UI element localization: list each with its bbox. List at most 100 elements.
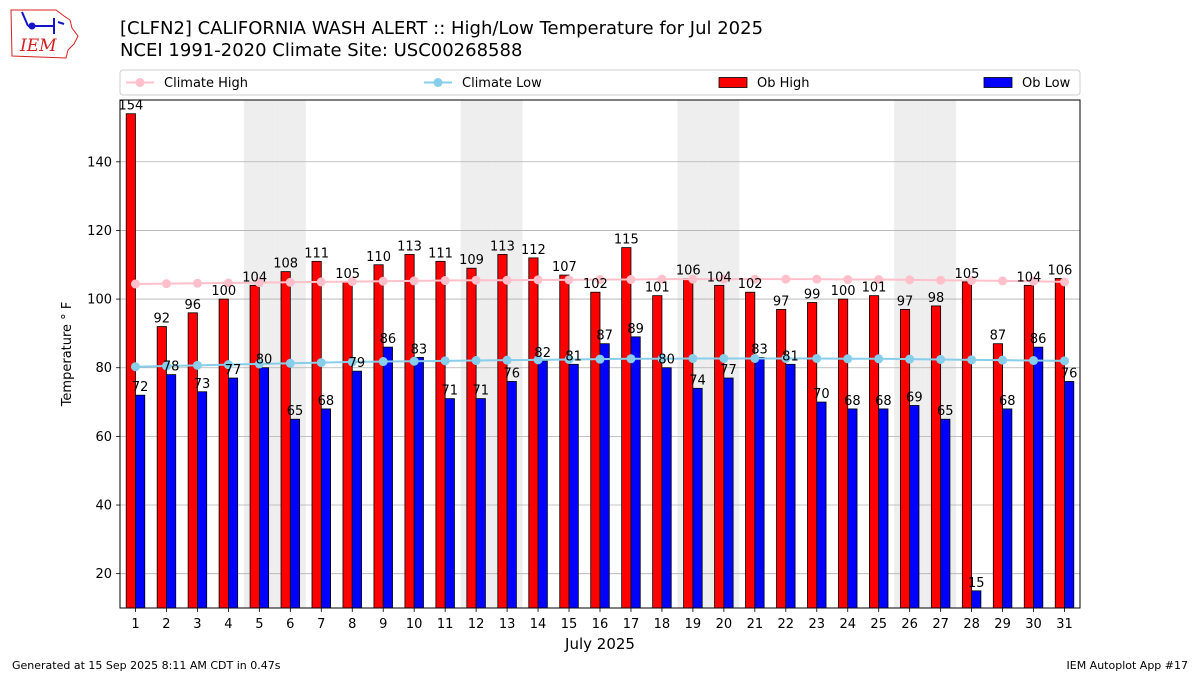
ob-high-label-15: 107: [552, 260, 577, 275]
ob-low-bar-13: [506, 381, 517, 609]
climate-high-point-14: [533, 275, 543, 285]
ob-high-bar-21: [745, 291, 756, 609]
x-tick-label-28: 28: [963, 617, 980, 632]
ob-high-bar-1: [125, 113, 136, 609]
ob-high-bar-18: [652, 295, 663, 609]
climate-high-point-1: [130, 279, 140, 289]
ob-high-label-4: 100: [211, 284, 236, 299]
climate-high-point-7: [316, 277, 326, 287]
x-tick-label-9: 9: [379, 617, 387, 632]
ob-high-label-23: 99: [804, 288, 821, 303]
climate-high-point-26: [905, 275, 915, 285]
ob-high-bar-12: [466, 267, 477, 609]
ob-low-label-17: 89: [627, 322, 644, 337]
climate-high-point-16: [595, 275, 605, 285]
ob-low-label-6: 65: [287, 404, 304, 419]
climate-high-point-30: [1029, 276, 1039, 286]
ob-low-bar-29: [1002, 408, 1013, 609]
ob-high-bar-4: [218, 298, 229, 609]
climate-high-point-29: [998, 276, 1008, 286]
x-tick-label-26: 26: [901, 617, 918, 632]
x-tick-label-11: 11: [437, 617, 454, 632]
ob-low-label-14: 82: [534, 346, 551, 361]
climate-low-point-29: [998, 355, 1008, 365]
y-axis-label: Temperature ° F: [60, 302, 75, 408]
ob-low-label-18: 80: [658, 353, 675, 368]
ob-high-bar-15: [559, 274, 570, 609]
x-tick-label-31: 31: [1056, 617, 1073, 632]
ob-high-label-7: 111: [304, 246, 329, 261]
ob-high-label-2: 92: [154, 312, 171, 327]
x-tick-label-20: 20: [716, 617, 733, 632]
ob-low-bar-16: [599, 343, 610, 609]
x-tick-label-14: 14: [530, 617, 547, 632]
climate-low-point-22: [781, 353, 791, 363]
ob-low-bar-4: [227, 377, 239, 609]
x-tick-label-12: 12: [468, 617, 485, 632]
ob-high-bar-6: [280, 271, 291, 609]
x-tick-label-13: 13: [499, 617, 516, 632]
ob-high-bar-27: [930, 305, 942, 609]
ob-low-bar-19: [692, 387, 703, 609]
ob-high-bar-19: [683, 278, 694, 609]
ob-high-label-26: 97: [897, 294, 914, 309]
climate-low-point-28: [967, 355, 977, 365]
ob-low-label-12: 71: [473, 384, 490, 399]
x-tick-label-19: 19: [685, 617, 702, 632]
ob-high-label-14: 112: [521, 243, 546, 258]
x-tick-label-27: 27: [932, 617, 949, 632]
legend-label-climate-high: Climate High: [164, 76, 248, 91]
logo-text: IEM: [19, 36, 57, 56]
legend-swatch-ob-high: [718, 77, 748, 88]
ob-low-bar-24: [847, 408, 858, 609]
x-tick-label-17: 17: [623, 617, 640, 632]
climate-high-point-25: [874, 275, 884, 285]
climate-high-point-6: [285, 277, 295, 287]
ob-low-bar-14: [537, 360, 548, 609]
ob-low-label-21: 83: [751, 342, 768, 357]
x-tick-label-22: 22: [778, 617, 795, 632]
ob-low-label-4: 77: [225, 363, 242, 378]
ob-low-label-5: 80: [256, 353, 273, 368]
climate-high-point-27: [936, 275, 946, 285]
x-tick-label-21: 21: [747, 617, 764, 632]
ob-low-bar-8: [351, 370, 362, 609]
ob-low-label-7: 68: [318, 394, 335, 409]
x-tick-label-23: 23: [809, 617, 826, 632]
ob-low-bar-6: [289, 418, 301, 609]
ob-low-label-19: 74: [689, 373, 706, 388]
ob-low-label-27: 65: [937, 404, 954, 419]
climate-high-point-17: [626, 275, 636, 285]
ob-low-bar-17: [630, 336, 641, 609]
ob-low-bar-2: [166, 374, 177, 609]
ob-high-label-29: 87: [990, 329, 1007, 344]
climate-high-point-18: [657, 274, 667, 284]
climate-low-point-10: [409, 356, 419, 366]
ob-low-bar-22: [785, 363, 796, 609]
ob-low-label-9: 86: [380, 332, 397, 347]
legend-label-climate-low: Climate Low: [462, 76, 542, 91]
x-tick-label-7: 7: [317, 617, 325, 632]
ob-high-label-17: 115: [614, 233, 639, 248]
ob-high-label-6: 108: [273, 257, 298, 272]
climate-high-point-19: [688, 274, 698, 284]
legend-marker-climate-high: [135, 78, 145, 87]
climate-low-point-25: [874, 354, 884, 364]
climate-low-point-31: [1060, 356, 1070, 366]
ob-low-label-3: 73: [194, 377, 211, 392]
x-tick-label-15: 15: [561, 617, 578, 632]
climate-high-point-23: [812, 274, 822, 284]
ob-high-label-28: 105: [955, 267, 980, 282]
ob-high-bar-10: [404, 254, 415, 609]
x-tick-label-29: 29: [994, 617, 1011, 632]
ob-high-label-20: 104: [707, 270, 732, 285]
x-tick-label-8: 8: [348, 617, 356, 632]
ob-low-bar-12: [475, 398, 486, 609]
climate-low-point-9: [378, 357, 388, 367]
climate-low-point-19: [688, 353, 698, 363]
ob-low-bar-10: [413, 357, 424, 609]
climate-low-point-16: [595, 354, 605, 364]
ob-high-label-18: 101: [645, 281, 670, 296]
ob-high-bar-31: [1054, 278, 1065, 609]
